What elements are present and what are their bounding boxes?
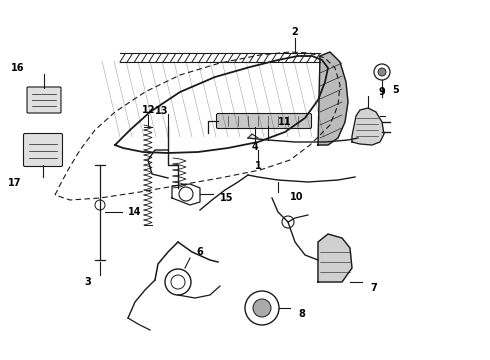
Text: 4: 4: [252, 142, 258, 152]
Text: 17: 17: [7, 178, 21, 188]
Text: 13: 13: [155, 106, 169, 116]
Text: 11: 11: [278, 117, 292, 127]
Text: 1: 1: [255, 161, 261, 171]
Text: 5: 5: [392, 85, 399, 95]
Circle shape: [378, 68, 386, 76]
Text: 9: 9: [379, 87, 385, 97]
FancyBboxPatch shape: [24, 134, 63, 166]
Text: 8: 8: [298, 309, 305, 319]
Polygon shape: [318, 52, 348, 145]
Text: 16: 16: [10, 63, 24, 73]
Text: 2: 2: [292, 27, 298, 37]
Text: 3: 3: [85, 277, 91, 287]
Circle shape: [253, 299, 271, 317]
Polygon shape: [352, 108, 384, 145]
Text: 15: 15: [220, 193, 234, 203]
Text: 10: 10: [290, 192, 303, 202]
Text: 6: 6: [196, 247, 203, 257]
FancyBboxPatch shape: [27, 87, 61, 113]
Text: 7: 7: [370, 283, 377, 293]
Polygon shape: [318, 234, 352, 282]
Text: 12: 12: [142, 105, 155, 115]
FancyBboxPatch shape: [217, 113, 312, 129]
Text: 14: 14: [128, 207, 142, 217]
